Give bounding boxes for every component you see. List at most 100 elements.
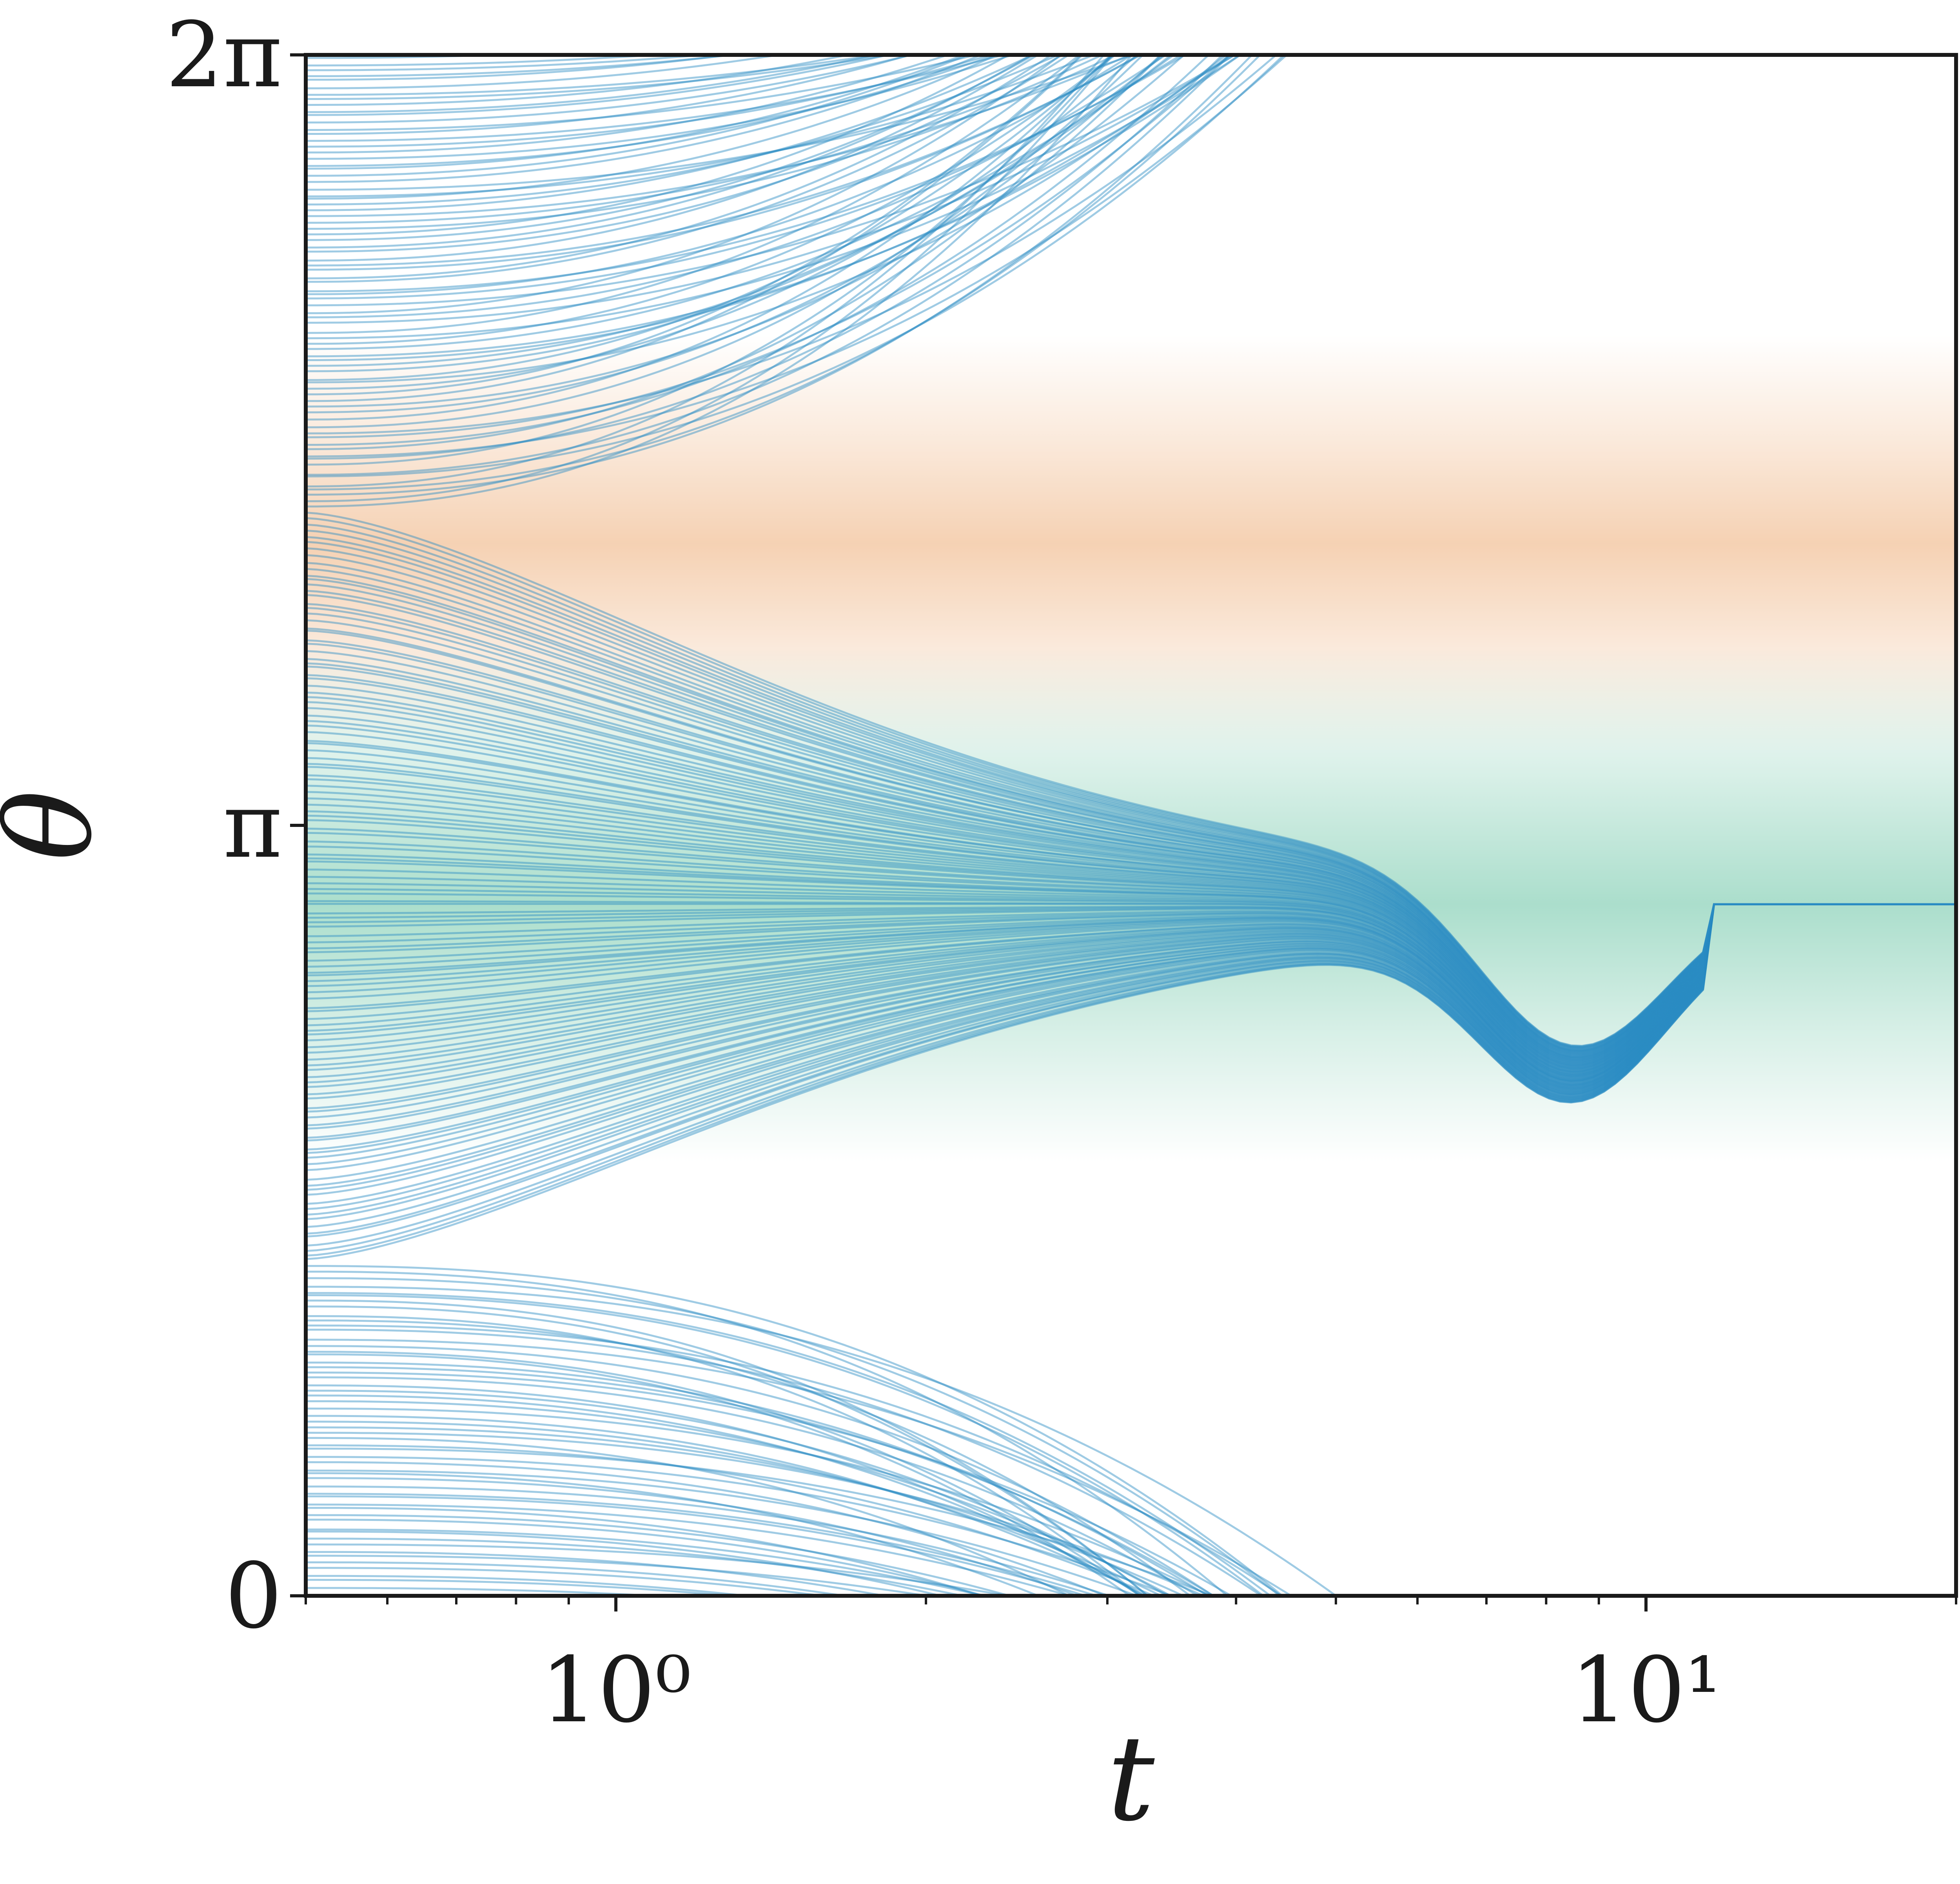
trajectory-line — [306, 903, 1956, 1142]
trajectory-line — [306, 1551, 890, 1596]
trajectory-line — [306, 707, 1956, 1061]
trajectory-line — [306, 574, 1956, 1052]
trajectory-line — [306, 903, 1956, 1077]
trajectory-line — [306, 55, 1036, 241]
trajectory-line — [306, 55, 915, 124]
trajectory-line — [306, 900, 1956, 1076]
trajectory-line — [306, 903, 1956, 1077]
trajectory-line — [306, 903, 1956, 1078]
trajectory-line — [306, 1390, 1169, 1596]
trajectory-line — [306, 903, 1956, 1252]
trajectory-line — [306, 55, 1138, 390]
trajectory-line — [306, 55, 1289, 458]
trajectory-line — [306, 603, 1956, 1054]
trajectory-line — [306, 903, 1956, 1085]
trajectory-line — [306, 903, 1956, 1238]
trajectory-line — [306, 1530, 945, 1596]
trajectory-line — [306, 1339, 1293, 1596]
trajectory-line — [306, 827, 1956, 1071]
trajectory-line — [306, 1477, 1080, 1596]
trajectory-line — [306, 55, 1083, 396]
trajectory-line — [306, 903, 1956, 1154]
trajectory-line — [306, 1407, 1212, 1596]
trajectory-line — [306, 903, 1956, 1191]
trajectory-line — [306, 55, 1084, 402]
trajectory-line — [306, 1579, 740, 1596]
trajectory-line — [306, 868, 1956, 1074]
trajectory-line — [306, 583, 1956, 1052]
trajectory-line — [306, 1305, 1149, 1596]
trajectory-line — [306, 55, 1007, 142]
trajectory-line — [306, 55, 1242, 358]
trajectory-line — [306, 1319, 1192, 1596]
trajectory-line — [306, 55, 1081, 334]
trajectory-line — [306, 1361, 1210, 1596]
trajectory-line — [306, 55, 518, 59]
trajectory-line — [306, 774, 1956, 1066]
trajectory-line — [306, 612, 1956, 1054]
trajectory-line — [306, 903, 1956, 1082]
trajectory-line — [306, 892, 1956, 1076]
trajectory-line — [306, 853, 1956, 1073]
trajectory-line — [306, 903, 1956, 1139]
trajectory-line — [306, 903, 1956, 1089]
trajectory-line — [306, 1493, 1100, 1596]
trajectory-line — [306, 903, 1956, 1113]
trajectory-line — [306, 1575, 755, 1596]
trajectory-line — [306, 763, 1956, 1066]
trajectory-line — [306, 903, 1956, 1257]
trajectory-line — [306, 55, 1237, 307]
background-band — [306, 647, 1956, 1162]
trajectory-line — [306, 888, 1956, 1076]
trajectory-line — [306, 903, 1956, 1090]
trajectory-line — [306, 903, 1956, 1247]
trajectory-line — [306, 903, 1956, 1086]
trajectory-line — [306, 860, 1956, 1073]
trajectory-line — [306, 791, 1956, 1068]
trajectory-line — [306, 724, 1956, 1063]
trajectory-line — [306, 674, 1956, 1059]
trajectory-line — [306, 903, 1956, 1196]
trajectory-line — [306, 1400, 1173, 1596]
trajectory-line — [306, 55, 1285, 478]
trajectory-line — [306, 903, 1956, 1210]
trajectory-line — [306, 55, 893, 116]
trajectory-line — [306, 797, 1956, 1068]
trajectory-line — [306, 740, 1956, 1064]
trajectory-line — [306, 1448, 1215, 1596]
trajectory-line — [306, 590, 1956, 1053]
trajectory-line — [306, 903, 1956, 1080]
trajectory-line — [306, 1543, 1014, 1596]
trajectory-line — [306, 55, 1118, 230]
trajectory-line — [306, 55, 980, 131]
trajectory-line — [306, 55, 967, 170]
trajectory-line — [306, 903, 1956, 1083]
trajectory-line — [306, 1366, 1215, 1596]
trajectory-line — [306, 1265, 1284, 1596]
trajectory-line — [306, 55, 1034, 249]
trajectory-line — [306, 523, 1956, 1048]
trajectory-line — [306, 55, 1163, 414]
trajectory-line — [306, 55, 1186, 408]
trajectory-line — [306, 1503, 1073, 1596]
trajectory-line — [306, 1567, 829, 1596]
trajectory-line — [306, 903, 1956, 1205]
trajectory-line — [306, 903, 1956, 1171]
background-bands — [306, 335, 1956, 1162]
trajectory-line — [306, 1437, 1071, 1596]
trajectory-line — [306, 1472, 1041, 1596]
trajectory-line — [306, 55, 1173, 367]
trajectory-line — [306, 554, 1956, 1050]
trajectory-line — [306, 55, 1142, 271]
trajectory-line — [306, 517, 1956, 1047]
trajectory-line — [306, 677, 1956, 1059]
trajectory-line — [306, 903, 1956, 1090]
trajectory-line — [306, 903, 1956, 1089]
trajectory-line — [306, 749, 1956, 1065]
trajectory-line — [306, 696, 1956, 1061]
trajectory-line — [306, 1372, 1233, 1596]
trajectory-line — [306, 903, 1956, 1260]
trajectory-line — [306, 511, 1956, 1047]
trajectory-line — [306, 1528, 988, 1596]
trajectory-line — [306, 1294, 1265, 1596]
